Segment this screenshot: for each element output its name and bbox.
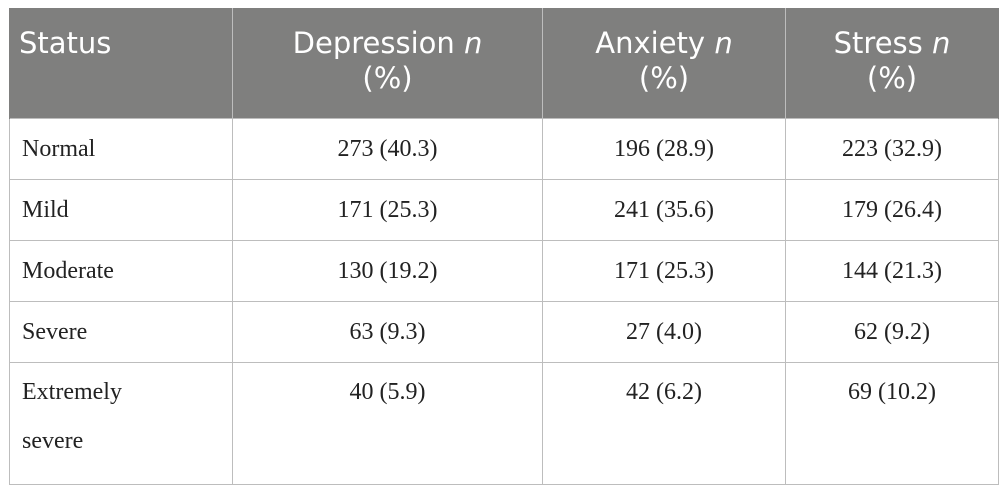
cell-status-line1: Extremely [22, 379, 122, 405]
header-anxiety-unit: (%) [638, 61, 690, 95]
distress-table-container: Status Depression n (%) Anxiety n (%) [9, 8, 999, 485]
header-stress-label: Stress [833, 26, 932, 60]
header-anxiety: Anxiety n (%) [542, 8, 786, 119]
cell-anxiety: 42 (6.2) [542, 362, 786, 485]
cell-status: Extremely severe [9, 362, 233, 485]
header-stress-n: n [931, 26, 951, 60]
cell-status: Mild [9, 179, 233, 241]
cell-status-line2: severe [22, 428, 84, 454]
header-stress: Stress n (%) [785, 8, 999, 119]
header-status: Status [9, 8, 233, 119]
cell-stress: 144 (21.3) [785, 240, 999, 302]
table-body: Normal 273 (40.3) 196 (28.9) 223 (32.9) … [9, 118, 999, 485]
table-row: Mild 171 (25.3) 241 (35.6) 179 (26.4) [9, 179, 999, 241]
cell-status: Severe [9, 301, 233, 363]
cell-anxiety: 27 (4.0) [542, 301, 786, 363]
table-row: Moderate 130 (19.2) 171 (25.3) 144 (21.3… [9, 240, 999, 302]
table-row: Extremely severe 40 (5.9) 42 (6.2) 69 (1… [9, 362, 999, 485]
distress-table: Status Depression n (%) Anxiety n (%) [9, 8, 999, 485]
cell-depression: 63 (9.3) [232, 301, 543, 363]
header-depression-label: Depression [292, 26, 464, 60]
cell-stress: 179 (26.4) [785, 179, 999, 241]
cell-stress: 223 (32.9) [785, 118, 999, 180]
header-depression: Depression n (%) [232, 8, 543, 119]
header-anxiety-n: n [714, 26, 733, 60]
header-depression-unit: (%) [362, 61, 413, 95]
table-header: Status Depression n (%) Anxiety n (%) [9, 8, 999, 119]
cell-stress: 62 (9.2) [785, 301, 999, 363]
header-stress-unit: (%) [866, 61, 918, 95]
cell-status: Moderate [9, 240, 233, 302]
cell-depression: 40 (5.9) [232, 362, 543, 485]
header-row: Status Depression n (%) Anxiety n (%) [9, 8, 999, 119]
cell-anxiety: 241 (35.6) [542, 179, 786, 241]
cell-anxiety: 196 (28.9) [542, 118, 786, 180]
table-row: Severe 63 (9.3) 27 (4.0) 62 (9.2) [9, 301, 999, 363]
table-row: Normal 273 (40.3) 196 (28.9) 223 (32.9) [9, 118, 999, 180]
header-status-label: Status [19, 26, 112, 60]
cell-anxiety: 171 (25.3) [542, 240, 786, 302]
header-depression-n: n [463, 26, 483, 60]
cell-depression: 171 (25.3) [232, 179, 543, 241]
cell-depression: 130 (19.2) [232, 240, 543, 302]
cell-depression: 273 (40.3) [232, 118, 543, 180]
header-anxiety-label: Anxiety [595, 26, 715, 60]
cell-status: Normal [9, 118, 233, 180]
cell-stress: 69 (10.2) [785, 362, 999, 485]
